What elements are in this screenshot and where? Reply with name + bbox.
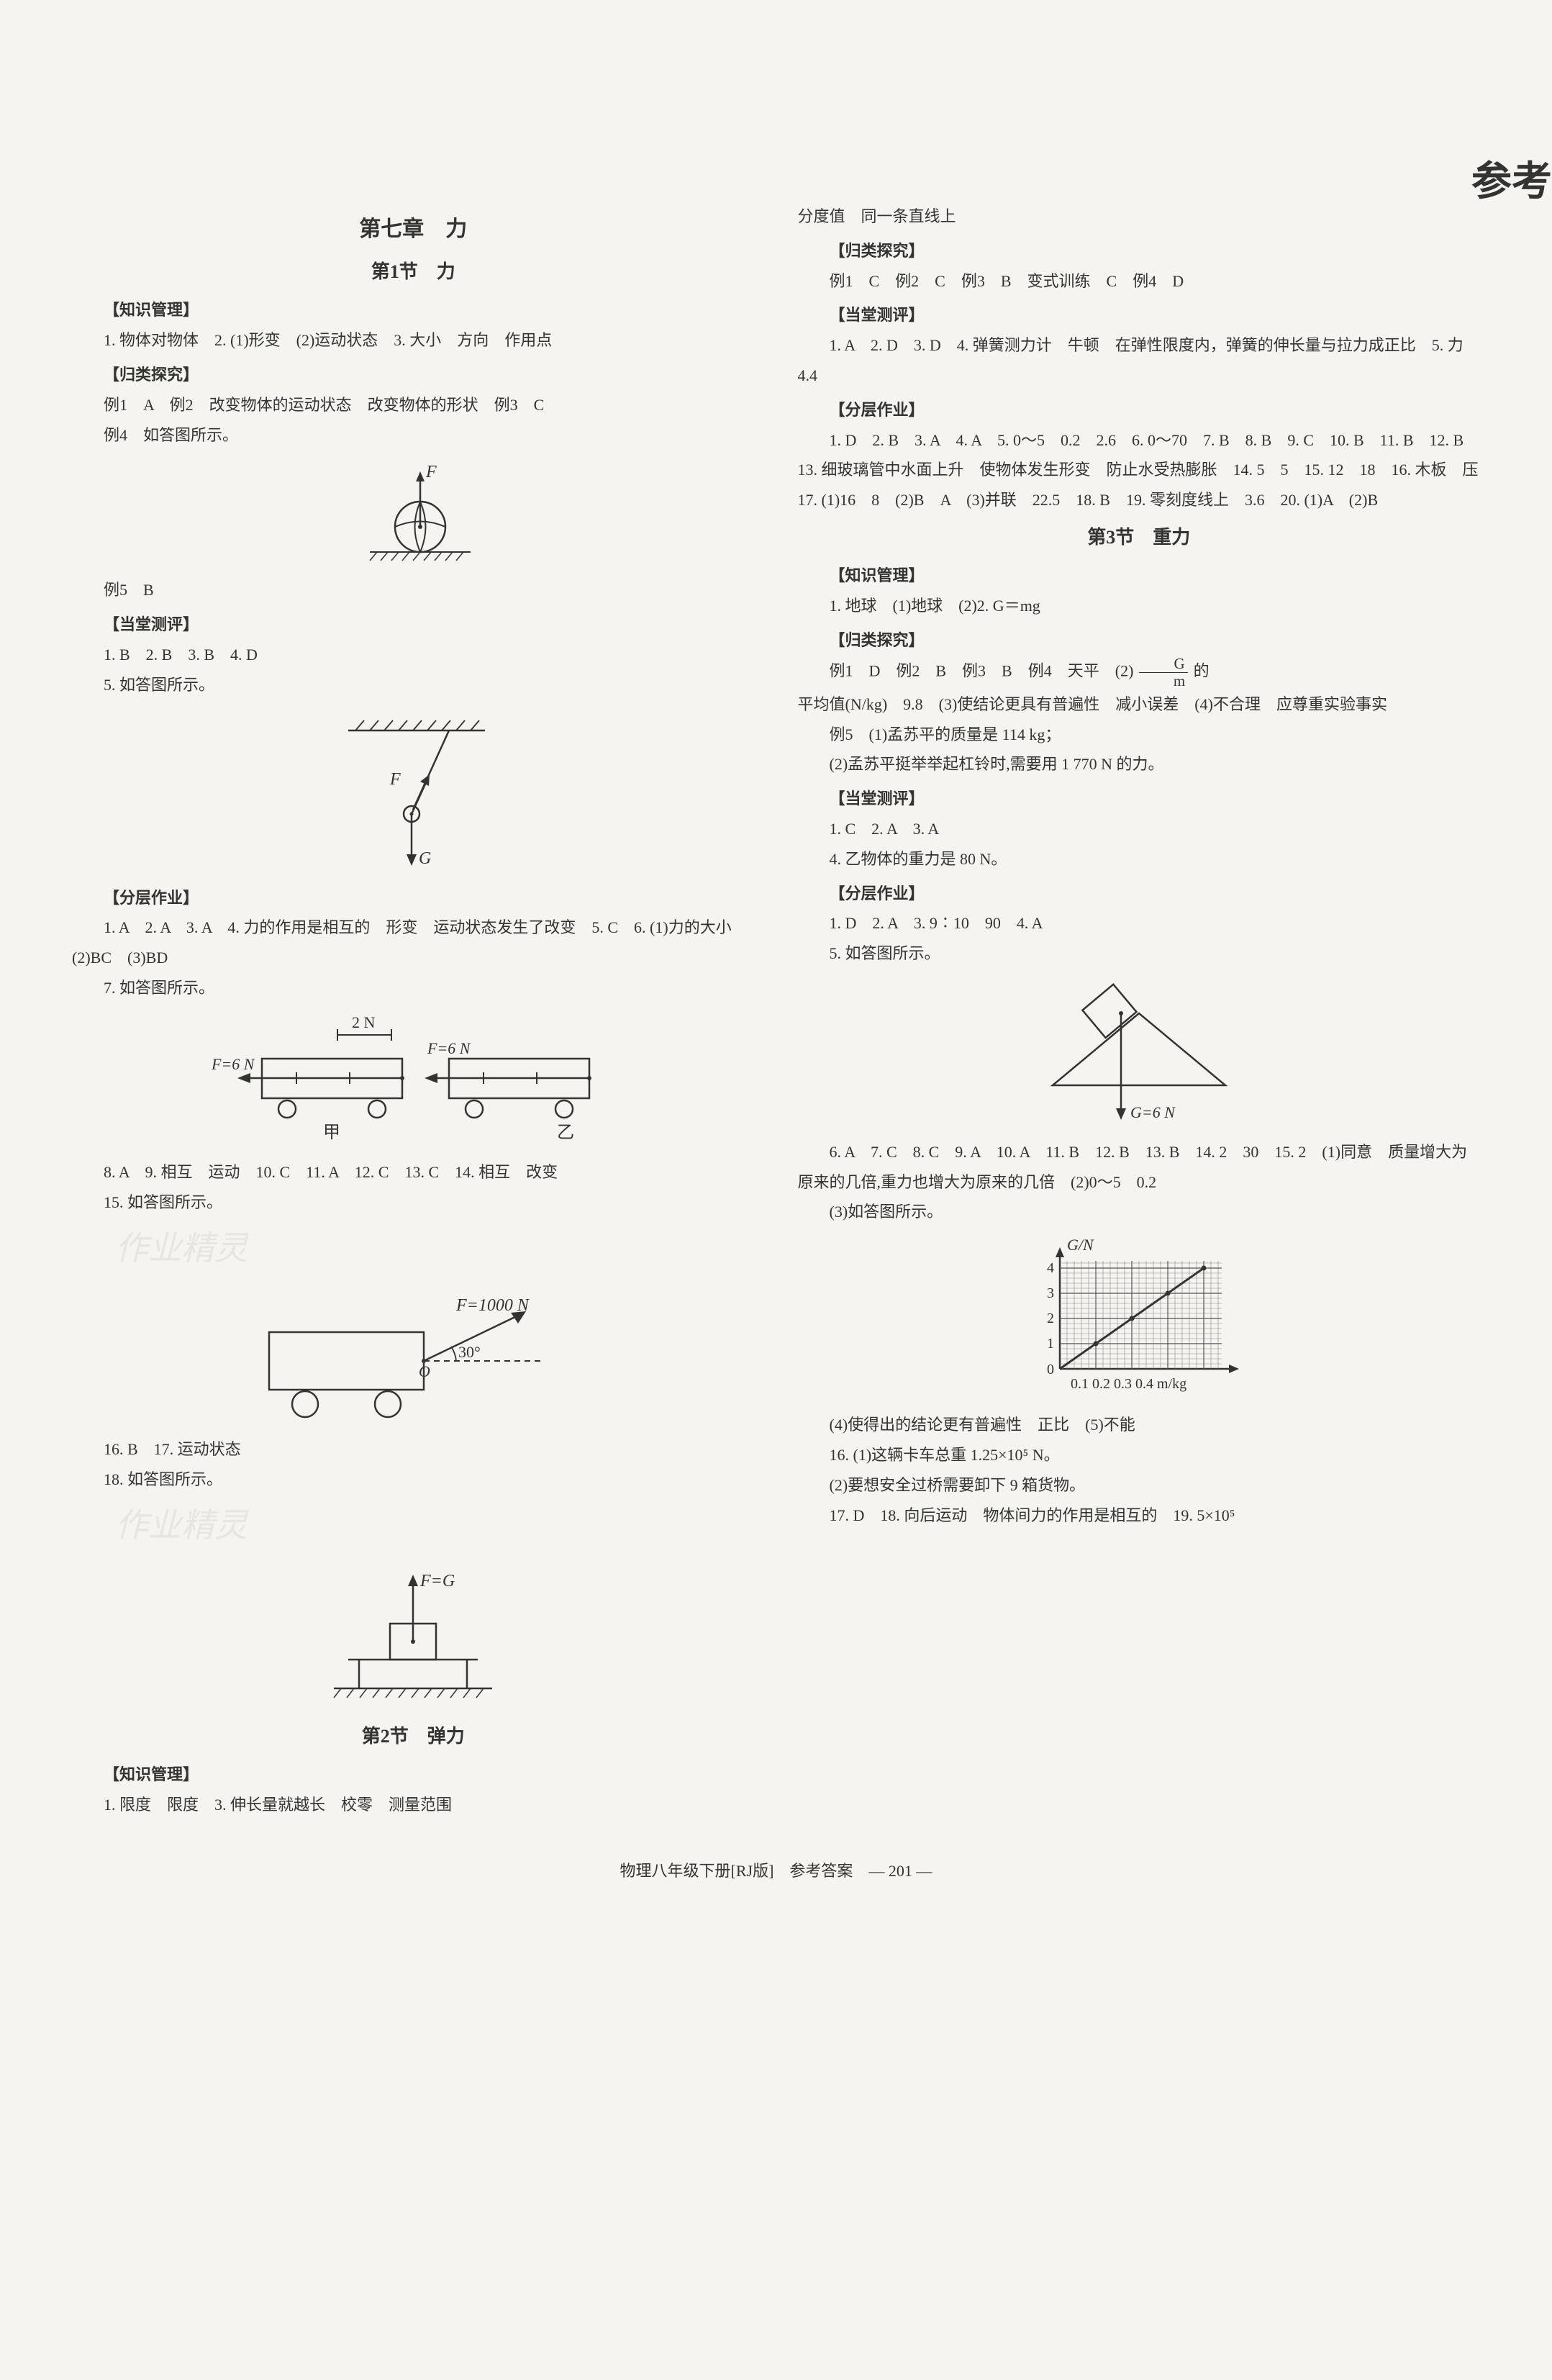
dtcp3-l1: 1. C 2. A 3. A: [798, 814, 1481, 844]
fczy2: 1. D 2. B 3. A 4. A 5. 0～5 0.2 2.6 6. 0～…: [798, 425, 1481, 515]
force-F-label: F: [425, 463, 437, 481]
scale-label: 2 N: [352, 1013, 376, 1031]
ex5: 例5 B: [72, 575, 755, 605]
section-3-title: 第3节 重力: [798, 520, 1481, 555]
section-2-title: 第2节 弹力: [72, 1719, 755, 1754]
fczy3-l1: 1. D 2. A 3. 9∶10 90 4. A: [798, 908, 1481, 938]
watermark: 作业精灵: [115, 1217, 755, 1280]
cart-left-caption: 甲: [323, 1123, 340, 1142]
page-footer: 物理八年级下册[RJ版] 参考答案 — 201 —: [72, 1856, 1480, 1886]
cont-line: 分度值 同一条直线上: [798, 202, 1481, 232]
graph-ytick-3: 3: [1047, 1285, 1054, 1301]
carts-diagram: 2 N F=6 N 甲 F=6 N 乙: [72, 1012, 755, 1149]
fczy-line6: 18. 如答图所示。: [72, 1465, 755, 1495]
gn-graph: G/N: [798, 1236, 1481, 1401]
force-left-label: F=6 N: [212, 1055, 255, 1073]
dtcp-line1: 1. B 2. B 3. B 4. D: [72, 640, 755, 670]
left-column: 第七章 力 第1节 力 【知识管理】 1. 物体对物体 2. (1)形变 (2)…: [72, 202, 755, 1820]
dtcp2-heading: 【当堂测评】: [798, 300, 1481, 330]
gltj3-pre: 例1 D 例2 B 例3 B 例4 天平 (2): [830, 661, 1134, 679]
fczy3-l4: (3)如答图所示。: [798, 1197, 1481, 1227]
pendulum-diagram: F G: [72, 709, 755, 874]
cart-right-caption: 乙: [557, 1123, 574, 1142]
fczy3-l3: 6. A 7. C 8. C 9. A 10. A 11. B 12. B 13…: [798, 1137, 1481, 1198]
fczy3-l5: (4)使得出的结论更有普遍性 正比 (5)不能: [798, 1410, 1481, 1440]
gltj3-heading: 【归类探究】: [798, 625, 1481, 656]
zsgl3: 1. 地球 (1)地球 (2)2. G＝mg: [798, 591, 1481, 621]
chapter-title: 第七章 力: [72, 209, 755, 250]
dtcp-line2: 5. 如答图所示。: [72, 670, 755, 700]
graph-ytick-2: 2: [1047, 1311, 1054, 1326]
force-G-label: G=6 N: [1130, 1103, 1176, 1121]
dtcp2: 1. A 2. D 3. D 4. 弹簧测力计 牛顿 在弹性限度内，弹簧的伸长量…: [798, 330, 1481, 391]
basketball-diagram: F: [72, 458, 755, 566]
right-column: 分度值 同一条直线上 【归类探究】 例1 C 例2 C 例3 B 变式训练 C …: [798, 202, 1481, 1820]
fczy-line1: 1. A 2. A 3. A 4. 力的作用是相互的 形变 运动状态发生了改变 …: [72, 913, 755, 973]
table-diagram: F=G: [72, 1566, 755, 1710]
section-1-title: 第1节 力: [72, 254, 755, 289]
force-F-label: F: [389, 770, 401, 789]
dtcp3-l2: 4. 乙物体的重力是 80 N。: [798, 844, 1481, 874]
gltj-line1: 例1 A 例2 改变物体的运动状态 改变物体的形状 例3 C: [72, 390, 755, 420]
gltj-line2: 例4 如答图所示。: [72, 420, 755, 451]
watermark: 作业精灵: [115, 1494, 755, 1557]
zsgl3-heading: 【知识管理】: [798, 561, 1481, 591]
force-G-label: G: [419, 849, 431, 868]
graph-ytick-1: 1: [1047, 1336, 1054, 1352]
gltj3-l1: 例1 D 例2 B 例3 B 例4 天平 (2) G m 的: [798, 656, 1481, 689]
fczy3-l8: 17. D 18. 向后运动 物体间力的作用是相互的 19. 5×10⁵: [798, 1501, 1481, 1531]
gltj2: 例1 C 例2 C 例3 B 变式训练 C 例4 D: [798, 266, 1481, 297]
page-corner-title: 参考: [1471, 144, 1552, 220]
graph-ytick-4: 4: [1047, 1260, 1054, 1276]
angle-label: 30°: [458, 1343, 481, 1361]
fczy3-heading: 【分层作业】: [798, 879, 1481, 909]
gltj3-post: 的: [1194, 661, 1210, 679]
zsgl2-text: 1. 限度 限度 3. 伸长量就越长 校零 测量范围: [72, 1790, 755, 1820]
zsgl2-heading: 【知识管理】: [72, 1760, 755, 1790]
fczy2-heading: 【分层作业】: [798, 395, 1481, 425]
gltj3-l2: 平均值(N/kg) 9.8 (3)使结论更具有普遍性 减小误差 (4)不合理 应…: [798, 689, 1481, 720]
push-diagram: F=1000 N 30° O: [72, 1289, 755, 1426]
dtcp-heading: 【当堂测评】: [72, 610, 755, 640]
gltj2-heading: 【归类探究】: [798, 236, 1481, 266]
zsgl-heading: 【知识管理】: [72, 295, 755, 325]
fczy-heading: 【分层作业】: [72, 883, 755, 913]
zsgl-text: 1. 物体对物体 2. (1)形变 (2)运动状态 3. 大小 方向 作用点: [72, 325, 755, 356]
force-right-label: F=6 N: [427, 1039, 471, 1057]
dtcp3-heading: 【当堂测评】: [798, 784, 1481, 814]
graph-xlabel: 0.1 0.2 0.3 0.4 m/kg: [1071, 1376, 1186, 1392]
graph-ytick-0: 0: [1047, 1362, 1054, 1377]
fczy3-l7: (2)要想安全过桥需要卸下 9 箱货物。: [798, 1470, 1481, 1501]
fczy-line4: 15. 如答图所示。: [72, 1187, 755, 1218]
fczy3-l6: 16. (1)这辆卡车总重 1.25×10⁵ N。: [798, 1440, 1481, 1470]
fczy3-l2: 5. 如答图所示。: [798, 938, 1481, 969]
fraction-num: G: [1139, 656, 1187, 673]
fczy-line5: 16. B 17. 运动状态: [72, 1434, 755, 1465]
fczy-line2: 7. 如答图所示。: [72, 973, 755, 1003]
ex5-l2: (2)孟苏平挺举举起杠铃时,需要用 1 770 N 的力。: [798, 749, 1481, 779]
gltj-heading: 【归类探究】: [72, 360, 755, 390]
fraction-den: m: [1139, 673, 1188, 689]
force-FG-label: F=G: [419, 1572, 455, 1591]
ex5-l1: 例5 (1)孟苏平的质量是 114 kg；: [798, 720, 1481, 750]
fraction-G-m: G m: [1139, 656, 1188, 689]
incline-diagram: G=6 N: [798, 977, 1481, 1128]
point-O-label: O: [419, 1362, 430, 1380]
fczy-line3: 8. A 9. 相互 运动 10. C 11. A 12. C 13. C 14…: [72, 1157, 755, 1187]
graph-ylabel: G/N: [1067, 1236, 1094, 1254]
